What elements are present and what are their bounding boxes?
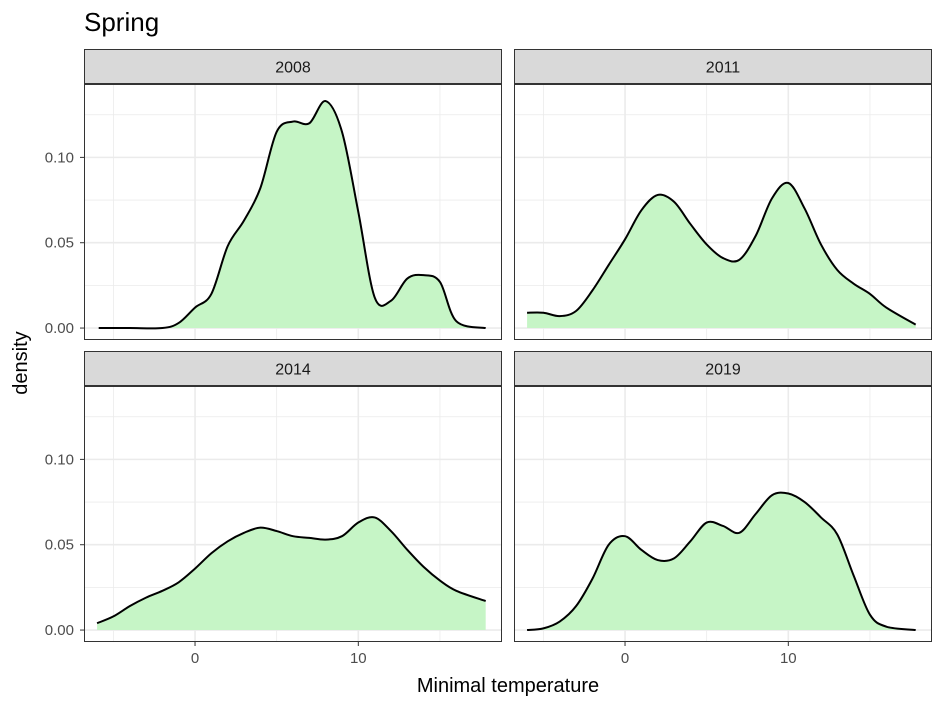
y-tick-label: 0.05 bbox=[45, 235, 74, 252]
facet-strip-label: 2008 bbox=[275, 60, 311, 77]
y-axis-title: density bbox=[10, 331, 32, 394]
y-tick-label: 0.10 bbox=[45, 451, 74, 468]
density-area-2014 bbox=[97, 517, 486, 631]
facet-strip-label: 2011 bbox=[706, 60, 741, 77]
panel-border bbox=[84, 386, 502, 642]
y-tick-label: 0.00 bbox=[45, 320, 74, 337]
x-tick-label: 10 bbox=[780, 650, 797, 667]
facet-strip bbox=[514, 49, 932, 84]
x-tick-label: 0 bbox=[191, 650, 199, 667]
density-area-2008 bbox=[98, 100, 486, 329]
facet-strip bbox=[84, 351, 502, 386]
facet-strip-label: 2019 bbox=[705, 362, 741, 379]
facet-strip-label: 2014 bbox=[275, 362, 311, 379]
facet-strip bbox=[84, 49, 502, 84]
density-line-2019 bbox=[526, 491, 916, 632]
panel-border bbox=[514, 84, 932, 340]
panel-border bbox=[514, 386, 932, 642]
facet-panel-2014: 2014 bbox=[84, 351, 502, 642]
x-tick-label: 0 bbox=[621, 650, 629, 667]
facet-panel-2008: 2008 bbox=[84, 49, 502, 340]
x-tick-label: 10 bbox=[350, 650, 367, 667]
x-axis-title: Minimal temperature bbox=[417, 675, 599, 697]
facet-panel-2011: 2011 bbox=[514, 49, 932, 340]
y-axis: 0.00 0.05 0.10 0.00 0.05 0.10 bbox=[45, 149, 84, 639]
facet-panel-2019: 2019 bbox=[514, 351, 932, 642]
density-line-2008 bbox=[98, 100, 486, 330]
facet-panels: 2008 2011 2014 2019 bbox=[84, 49, 932, 642]
chart-title: Spring bbox=[84, 7, 159, 37]
density-area-2019 bbox=[527, 492, 916, 631]
density-area-2011 bbox=[527, 182, 916, 329]
facet-strip bbox=[514, 351, 932, 386]
density-line-2011 bbox=[527, 181, 917, 326]
y-tick-label: 0.00 bbox=[45, 622, 74, 639]
x-axis: 0 10 0 10 bbox=[191, 642, 797, 667]
y-tick-label: 0.05 bbox=[45, 537, 74, 554]
density-line-2014 bbox=[96, 516, 487, 625]
panel-border bbox=[84, 84, 502, 340]
y-tick-label: 0.10 bbox=[45, 149, 74, 166]
